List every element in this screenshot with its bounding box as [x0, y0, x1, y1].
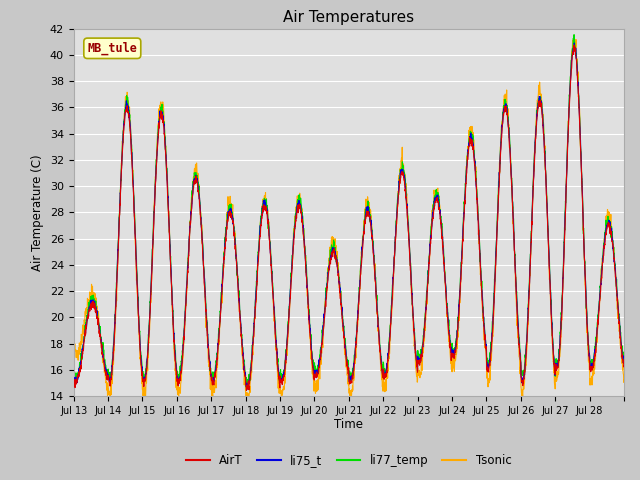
li77_temp: [125, 104, 132, 110]
AirT: [620, 363, 628, 369]
AirT: [70, 380, 77, 386]
li77_temp: [243, 384, 250, 390]
AirT: [125, 114, 132, 120]
Tsonic: [70, 335, 77, 340]
AirT: [546, 275, 554, 280]
Tsonic: [570, 33, 578, 38]
li75_t: [70, 375, 77, 381]
AirT: [612, 288, 620, 294]
li75_t: [620, 359, 628, 364]
Tsonic: [612, 286, 620, 291]
AirT: [243, 387, 250, 393]
Tsonic: [244, 393, 252, 399]
Legend: AirT, li75_t, li77_temp, Tsonic: AirT, li75_t, li77_temp, Tsonic: [182, 450, 516, 472]
li75_t: [125, 107, 132, 112]
li77_temp: [244, 384, 252, 389]
li75_t: [244, 386, 252, 392]
Tsonic: [125, 108, 132, 114]
Line: li77_temp: li77_temp: [74, 35, 624, 387]
Line: AirT: AirT: [74, 45, 624, 390]
Line: li75_t: li75_t: [74, 43, 624, 389]
Tsonic: [546, 272, 554, 277]
Tsonic: [104, 393, 111, 399]
li77_temp: [612, 276, 620, 282]
AirT: [570, 42, 578, 48]
li75_t: [570, 40, 578, 46]
li77_temp: [546, 267, 554, 273]
li75_t: [612, 284, 620, 290]
AirT: [515, 335, 522, 340]
li75_t: [546, 269, 554, 275]
AirT: [382, 374, 390, 380]
Title: Air Temperatures: Air Temperatures: [284, 10, 414, 25]
X-axis label: Time: Time: [334, 419, 364, 432]
li77_temp: [70, 374, 77, 380]
Y-axis label: Air Temperature (C): Air Temperature (C): [31, 154, 44, 271]
Line: Tsonic: Tsonic: [74, 36, 624, 396]
li77_temp: [570, 32, 578, 37]
AirT: [244, 386, 252, 392]
Text: MB_tule: MB_tule: [88, 42, 137, 55]
Tsonic: [515, 344, 522, 350]
li75_t: [382, 370, 390, 375]
Tsonic: [382, 388, 390, 394]
li77_temp: [620, 356, 628, 361]
li77_temp: [515, 332, 522, 337]
li75_t: [243, 384, 251, 390]
Tsonic: [620, 377, 628, 383]
li75_t: [515, 330, 522, 336]
li77_temp: [382, 371, 390, 376]
